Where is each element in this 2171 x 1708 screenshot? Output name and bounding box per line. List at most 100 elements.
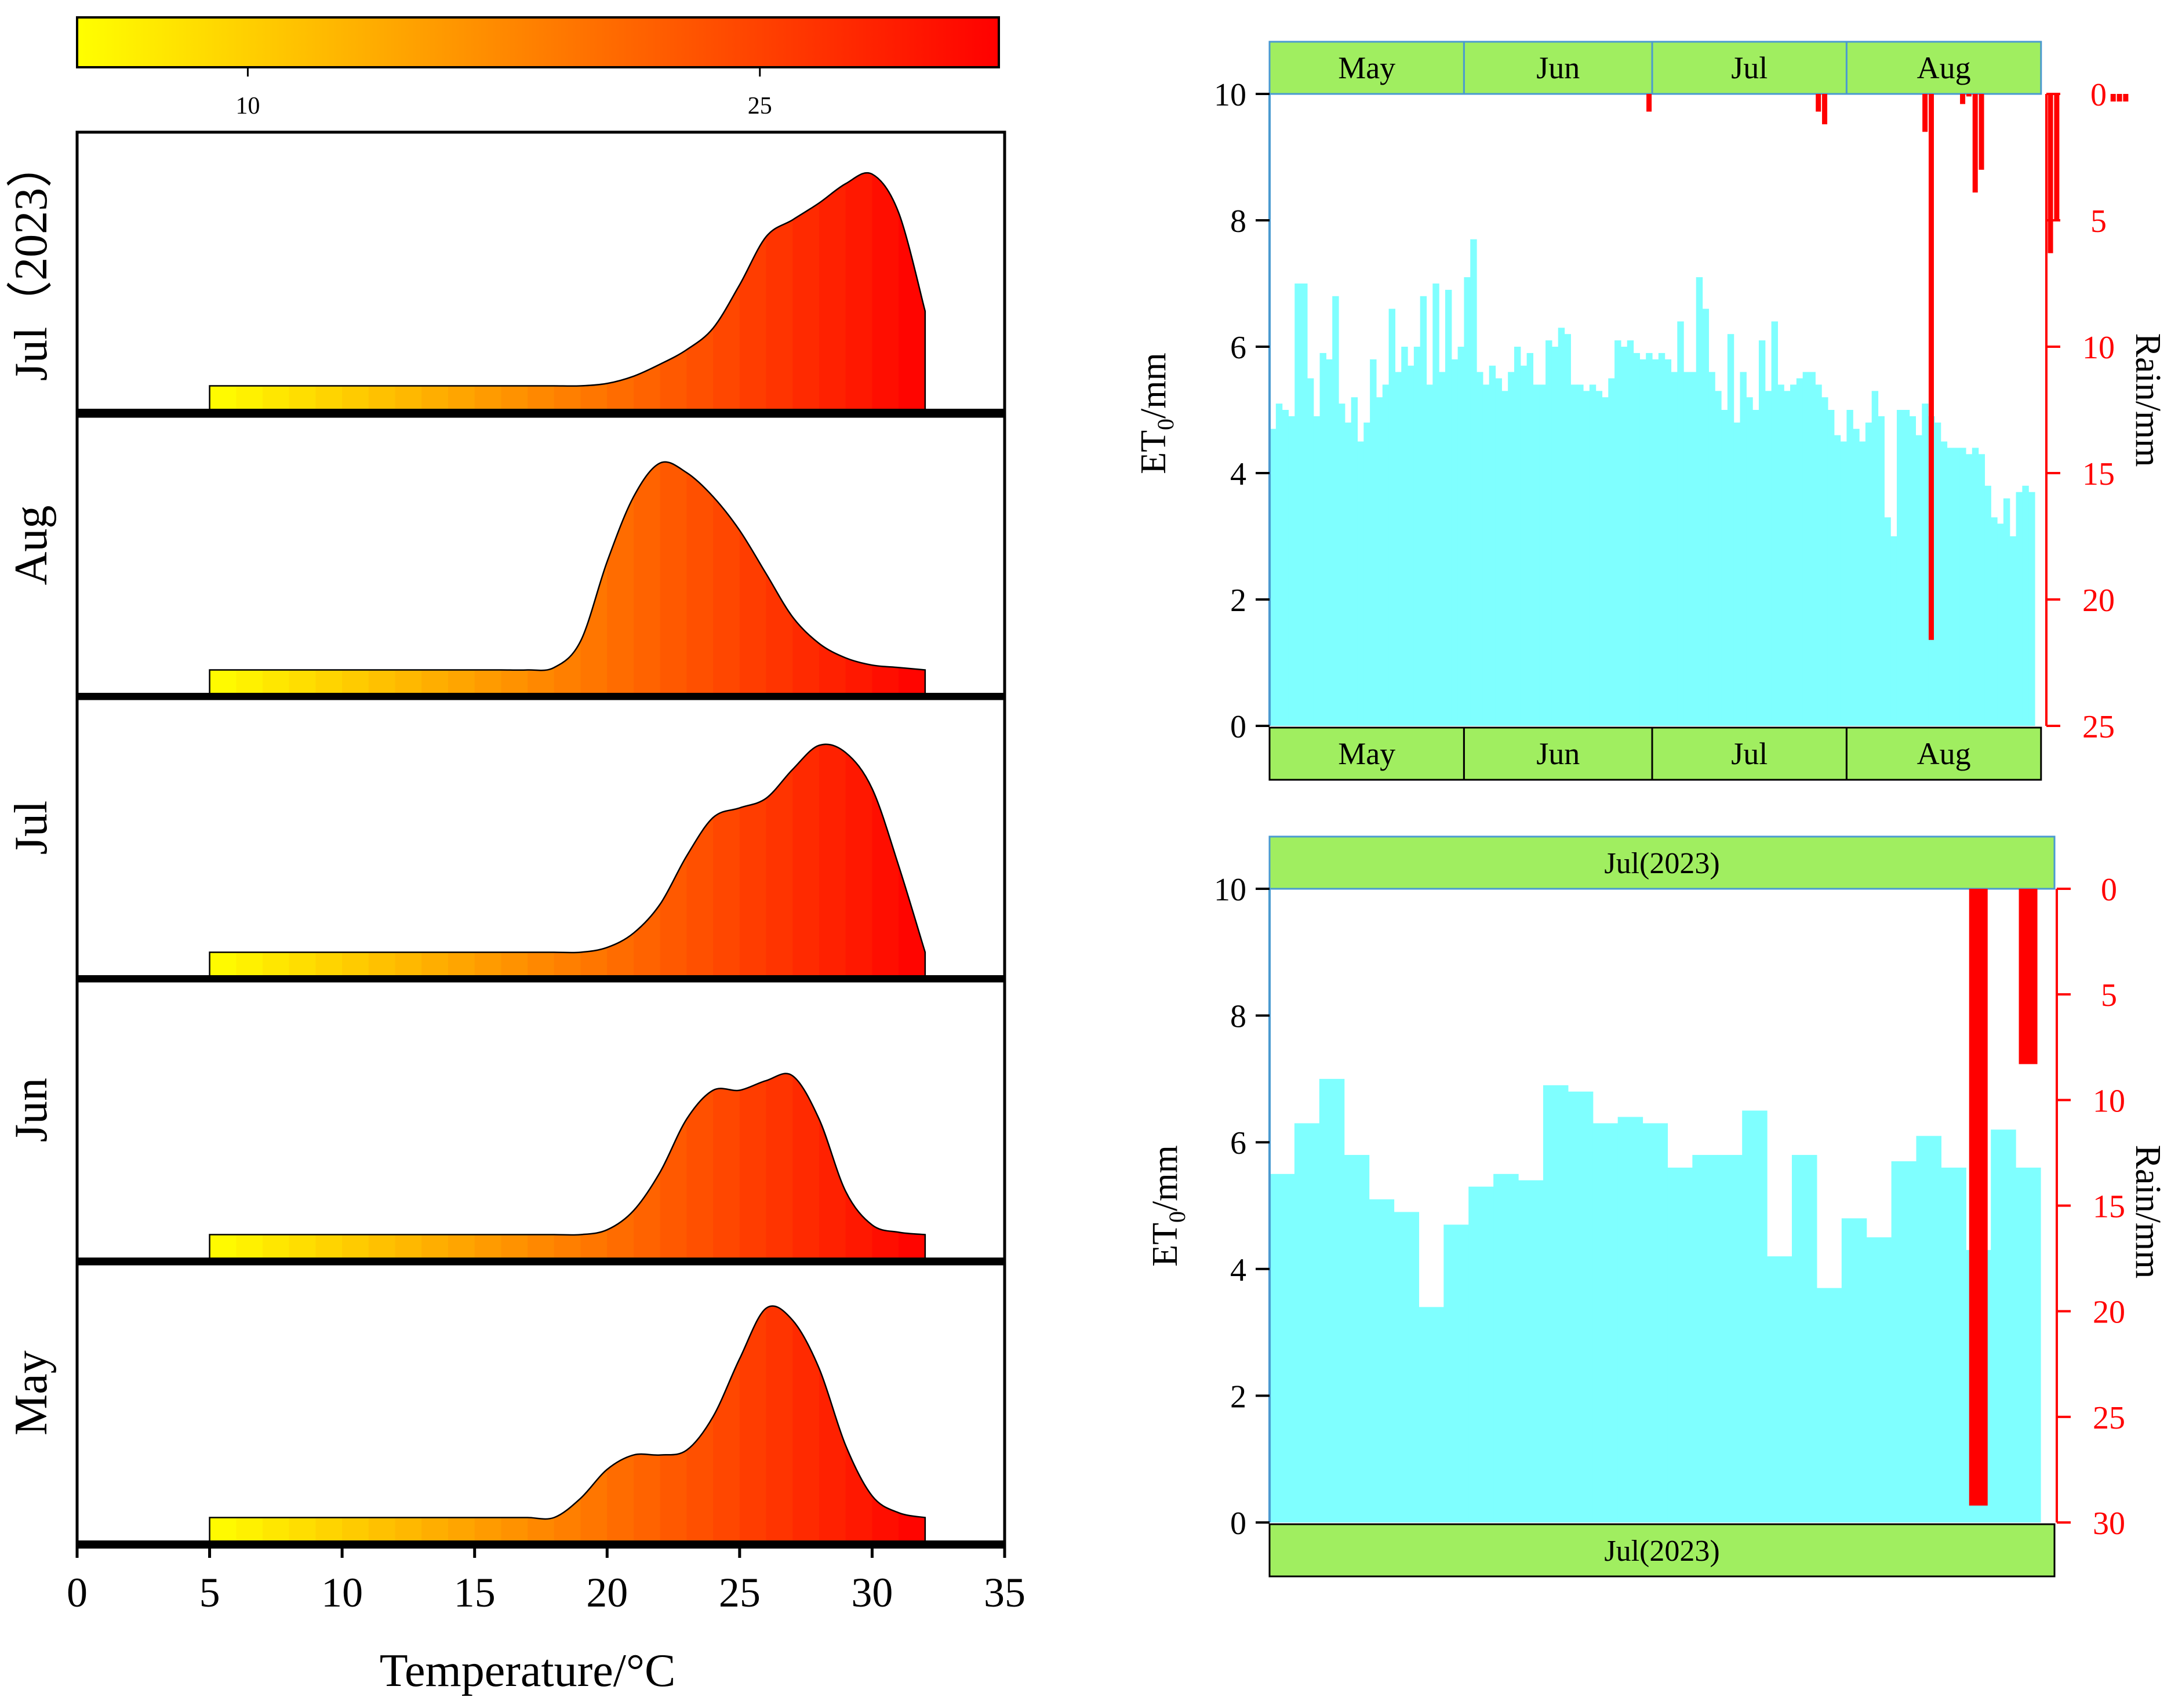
top-et0-bar (1639, 359, 1646, 726)
top-left-tick-label: 8 (1230, 203, 1246, 239)
top-et0-bar (1376, 397, 1383, 726)
bottom-right-tick-label: 30 (2093, 1506, 2125, 1542)
top-et0-bar (1477, 372, 1483, 726)
top-et0-bar (1853, 428, 1860, 726)
ridge-strip (634, 461, 661, 694)
et0-rain-may-aug-chart: May Jun Jul Aug May Jun Jul Aug 0 2 4 6 8 10 0 5 10 15 20… (1134, 41, 2168, 781)
top-et0-bar (1959, 448, 1966, 726)
bottom-et0-bar (1866, 1237, 1892, 1522)
top-et0-bar (1564, 334, 1571, 726)
top-rain-bar (1922, 94, 1928, 132)
top-band-month-label: Jul (1731, 736, 1768, 771)
top-et0-bar (2009, 536, 2017, 726)
top-month-bands: May Jun Jul Aug May Jun Jul Aug (1268, 41, 2042, 781)
top-et0-bar (1408, 365, 1414, 726)
top-et0-bar (1545, 340, 1552, 726)
bottom-et0-bar (2016, 1167, 2041, 1522)
colorbar-tick-label: 10 (235, 93, 260, 119)
top-et0-bar (1288, 416, 1295, 726)
bottom-et0-bar (1344, 1155, 1370, 1522)
top-et0-bar (1758, 340, 1766, 726)
top-et0-bar (1570, 384, 1577, 726)
ridge-panel-frame (75, 415, 1006, 699)
bottom-et0-bar (1592, 1123, 1619, 1522)
top-et0-bar (1526, 352, 1534, 726)
top-et0-bar (1339, 404, 1345, 726)
top-band-month-label: Jun (1536, 50, 1580, 85)
top-et0-bar (1859, 441, 1866, 726)
top-et0-bar (1689, 372, 1697, 726)
top-et0-bar (1727, 334, 1734, 726)
colorbar-gradient (76, 16, 1000, 68)
ridge-label: Jun (6, 1078, 57, 1142)
top-et0-bar (1997, 524, 2004, 726)
top-et0-bar (1470, 239, 1477, 726)
ridge-strip (766, 1306, 794, 1542)
bottom-et0-bar (1742, 1110, 1768, 1522)
top-et0-bar (1765, 391, 1772, 726)
top-et0-bar (1909, 416, 1917, 726)
bottom-et0-bar (1518, 1180, 1544, 1522)
top-et0-bars (1270, 239, 2035, 726)
top-et0-bar (1608, 378, 1615, 726)
top-rain-bar (1960, 94, 1966, 104)
top-et0-bar (1620, 347, 1628, 726)
bottom-right-tick-label: 20 (2093, 1295, 2125, 1331)
ridge-strip (792, 744, 820, 976)
top-et0-bar (1413, 347, 1421, 726)
bottom-et0-bar (1816, 1288, 1842, 1522)
top-right-tick-label: 20 (2082, 583, 2115, 619)
top-band-month-label: Jul (1731, 50, 1768, 85)
top-et0-bar (1903, 410, 1910, 726)
top-band-month (1845, 726, 2042, 781)
top-et0-bar (1702, 308, 1709, 726)
ridge-outline-May (209, 1305, 926, 1543)
top-et0-bar (1627, 340, 1634, 726)
top-et0-bar (1683, 372, 1690, 726)
top-et0-bar (1382, 384, 1390, 726)
colorbar-ticks: 10 25 (235, 67, 772, 119)
bottom-et0-bar (1617, 1117, 1643, 1522)
top-et0-bar (2016, 492, 2023, 726)
ridge-label: May (6, 1350, 57, 1436)
top-et0-bar (1965, 454, 1973, 726)
bottom-et0-bar (1891, 1161, 1917, 1522)
top-left-tick-label: 10 (1214, 77, 1246, 113)
bottom-et0-bar (1667, 1167, 1693, 1522)
top-et0-bar (1752, 410, 1759, 726)
top-band-month (1845, 41, 2042, 95)
ridge-strip (819, 173, 846, 410)
top-et0-bar (1351, 397, 1358, 726)
top-et0-bar (1282, 410, 1289, 726)
top-right-tick-label: 5 (2090, 203, 2107, 239)
top-et0-bar (1326, 359, 1333, 726)
top-et0-bar (1721, 410, 1728, 726)
ridge-panel-3: Jul (6, 697, 1006, 983)
temp-tick-label: 35 (984, 1569, 1026, 1616)
top-et0-bar (1677, 321, 1684, 726)
top-et0-bar (1294, 284, 1301, 726)
top-et0-bar (1802, 372, 1810, 726)
top-et0-bar (1363, 422, 1370, 726)
bottom-rain-bar (1969, 889, 1988, 1506)
ridge-strip (686, 461, 714, 694)
top-et0-bar (1840, 441, 1848, 726)
bottom-rain-bar (2019, 889, 2038, 1064)
temp-tick-label: 15 (454, 1569, 496, 1616)
top-et0-bar (1577, 384, 1584, 726)
temp-tick-label: 25 (719, 1569, 761, 1616)
top-et0-bar (1319, 352, 1326, 726)
top-et0-bar (1834, 435, 1841, 726)
top-rain-bar (1646, 94, 1652, 112)
top-et0-bar (1884, 517, 1891, 726)
bottom-et0-bars (1270, 1078, 2041, 1522)
ridge-strip (845, 173, 873, 410)
bottom-band-label: Jul(2023) (1604, 847, 1719, 880)
ridge-outline-Aug (209, 461, 926, 695)
top-et0-bar (1270, 428, 1277, 726)
ridge-outline-Jun (209, 1073, 926, 1260)
top-et0-bar (1313, 416, 1321, 726)
top-et0-bar (1890, 536, 1897, 726)
top-et0-bar (1501, 391, 1508, 726)
